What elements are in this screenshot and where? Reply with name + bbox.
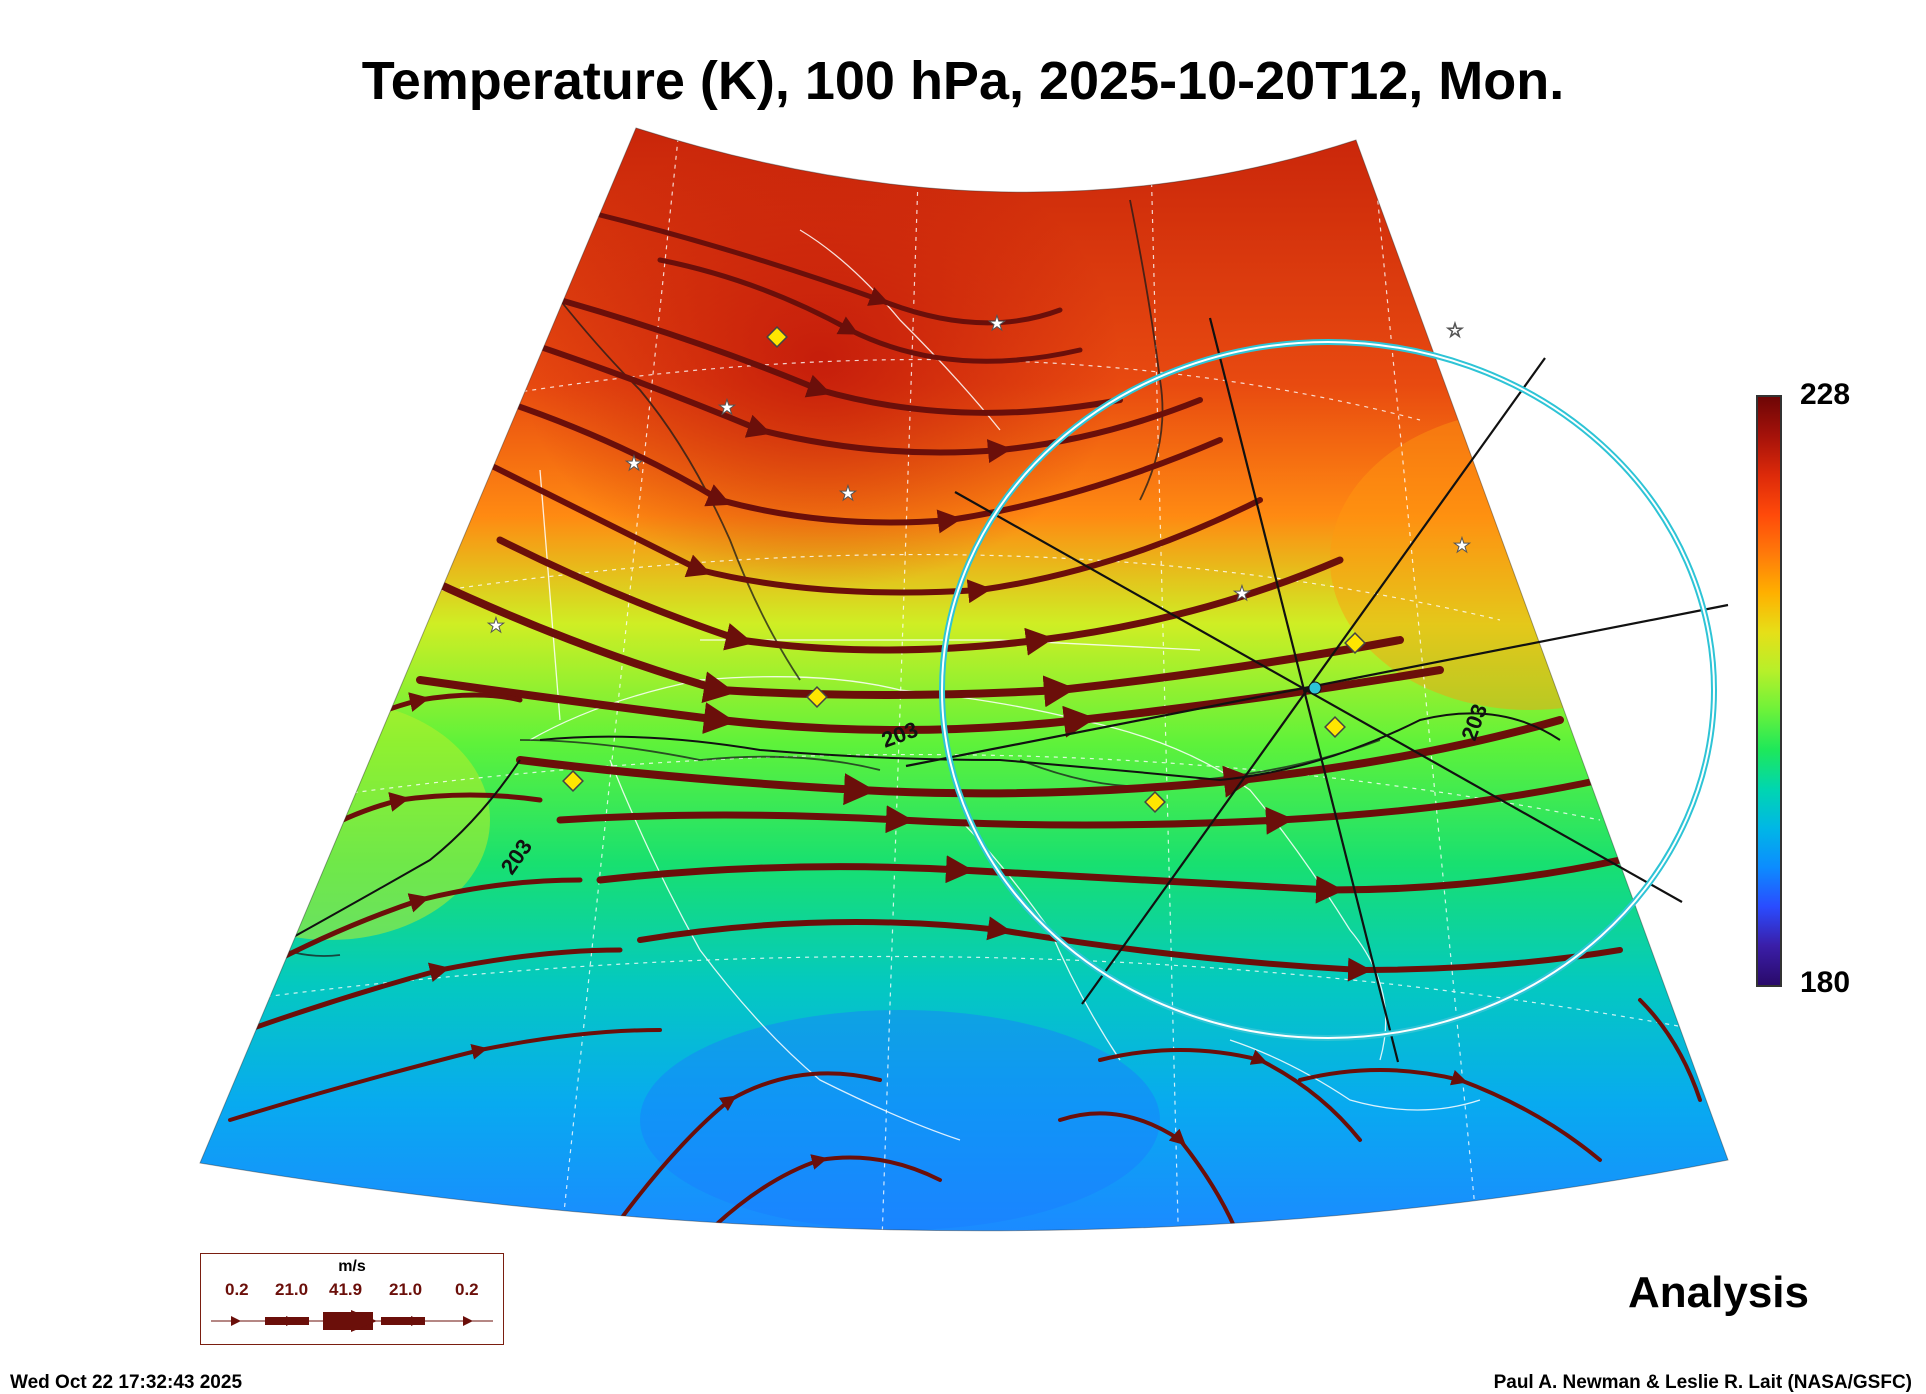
colorbar xyxy=(1756,395,1782,987)
star-marker: ☆ xyxy=(1446,318,1464,342)
colorbar-max-label: 228 xyxy=(1800,378,1851,411)
legend-value: 21.0 xyxy=(389,1280,423,1299)
star-marker: ★ xyxy=(839,481,857,505)
legend-value: 21.0 xyxy=(275,1280,309,1299)
station-marker xyxy=(1324,716,1346,738)
colorbar-min-label: 180 xyxy=(1800,966,1851,999)
star-marker: ★ xyxy=(1453,533,1471,557)
legend-value: 0.2 xyxy=(455,1280,479,1299)
station-marker xyxy=(1344,632,1366,654)
center-point-marker xyxy=(1308,681,1322,695)
panel-label: Analysis xyxy=(1628,1268,1809,1317)
plot-title: Temperature (K), 100 hPa, 2025-10-20T12,… xyxy=(361,51,1565,111)
legend-unit: m/s xyxy=(338,1258,366,1275)
station-marker xyxy=(562,770,584,792)
star-marker: ★ xyxy=(718,395,736,419)
legend-value: 41.9 xyxy=(329,1280,363,1299)
star-marker: ★ xyxy=(988,311,1006,335)
wind-speed-legend: m/s 0.2 21.0 41.9 21.0 0.2 xyxy=(200,1253,504,1345)
credit: Paul A. Newman & Leslie R. Lait (NASA/GS… xyxy=(1493,1372,1912,1393)
station-marker xyxy=(806,686,828,708)
timestamp: Wed Oct 22 17:32:43 2025 xyxy=(10,1372,243,1393)
star-marker: ★ xyxy=(625,451,643,475)
station-marker xyxy=(766,326,788,348)
legend-arrow-scale xyxy=(211,1310,493,1332)
station-marker xyxy=(1144,791,1166,813)
star-marker: ★ xyxy=(487,613,505,637)
star-marker: ★ xyxy=(1233,581,1251,605)
legend-value: 0.2 xyxy=(225,1280,249,1299)
